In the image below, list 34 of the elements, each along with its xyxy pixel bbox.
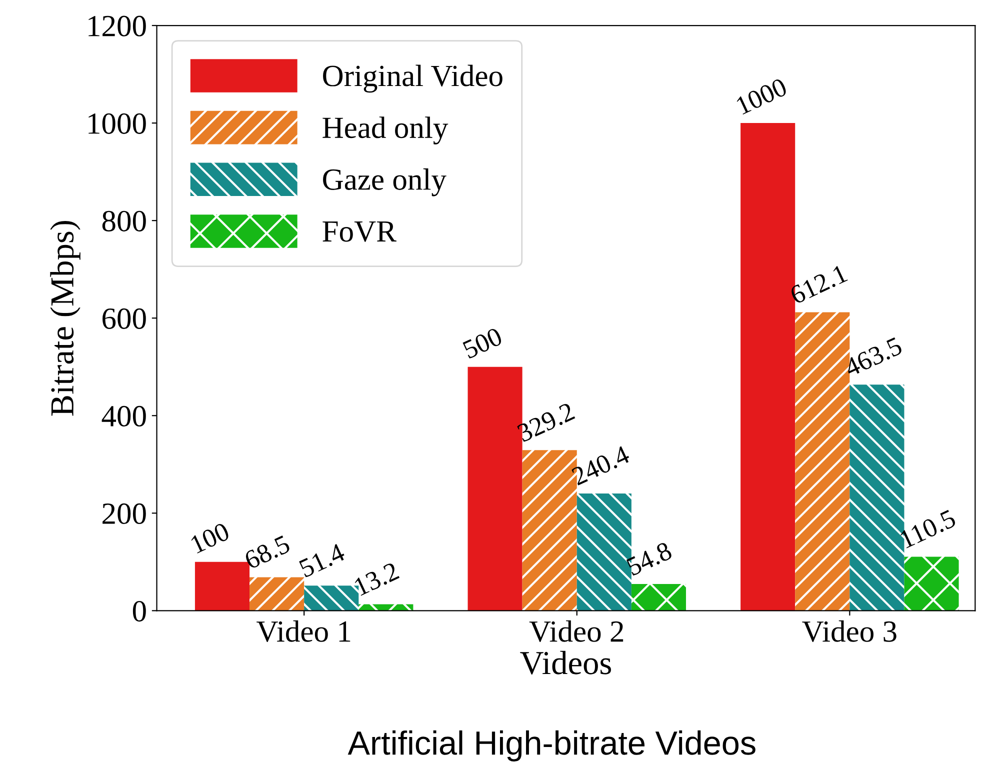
data-label: 500 xyxy=(462,327,504,359)
data-label: 51.4 xyxy=(298,542,346,578)
bar xyxy=(631,584,686,611)
bar xyxy=(358,604,414,611)
data-label: 612.1 xyxy=(789,264,848,305)
x-tick-label: Video 2 xyxy=(529,620,624,642)
data-label: 100 xyxy=(190,522,230,554)
legend-label: FoVR xyxy=(322,221,396,242)
x-tick-label: Video 3 xyxy=(802,620,896,642)
y-axis-title: Bitrate (Mbps) xyxy=(50,220,80,416)
legend-label: Head only xyxy=(322,116,448,144)
bar xyxy=(250,577,304,611)
legend-label: Gaze only xyxy=(323,168,446,196)
data-label: 68.5 xyxy=(243,534,291,570)
data-label: 110.5 xyxy=(899,509,957,549)
data-label: 1000 xyxy=(736,78,788,115)
y-tick-label: 400 xyxy=(102,406,146,427)
bar xyxy=(904,556,959,611)
y-tick-label: 600 xyxy=(102,308,146,329)
bar xyxy=(795,312,850,611)
y-tick-label: 1000 xyxy=(88,113,146,134)
data-label: 329.2 xyxy=(516,402,576,442)
y-tick-label: 800 xyxy=(102,210,146,232)
data-label: 13.2 xyxy=(354,562,400,596)
x-axis-title: Videos xyxy=(520,650,611,675)
y-tick-label: 200 xyxy=(102,503,146,524)
x-tick-label: Video 1 xyxy=(256,620,350,642)
data-label: 463.5 xyxy=(843,336,904,378)
data-label: 240.4 xyxy=(570,445,631,486)
data-label: 54.8 xyxy=(626,541,673,576)
text: Artificial High-bitrate Videos xyxy=(348,730,756,762)
y-tick-label: 1200 xyxy=(88,16,146,36)
y-tick-label: 0 xyxy=(132,600,146,622)
legend-label: Original Video xyxy=(323,64,502,93)
